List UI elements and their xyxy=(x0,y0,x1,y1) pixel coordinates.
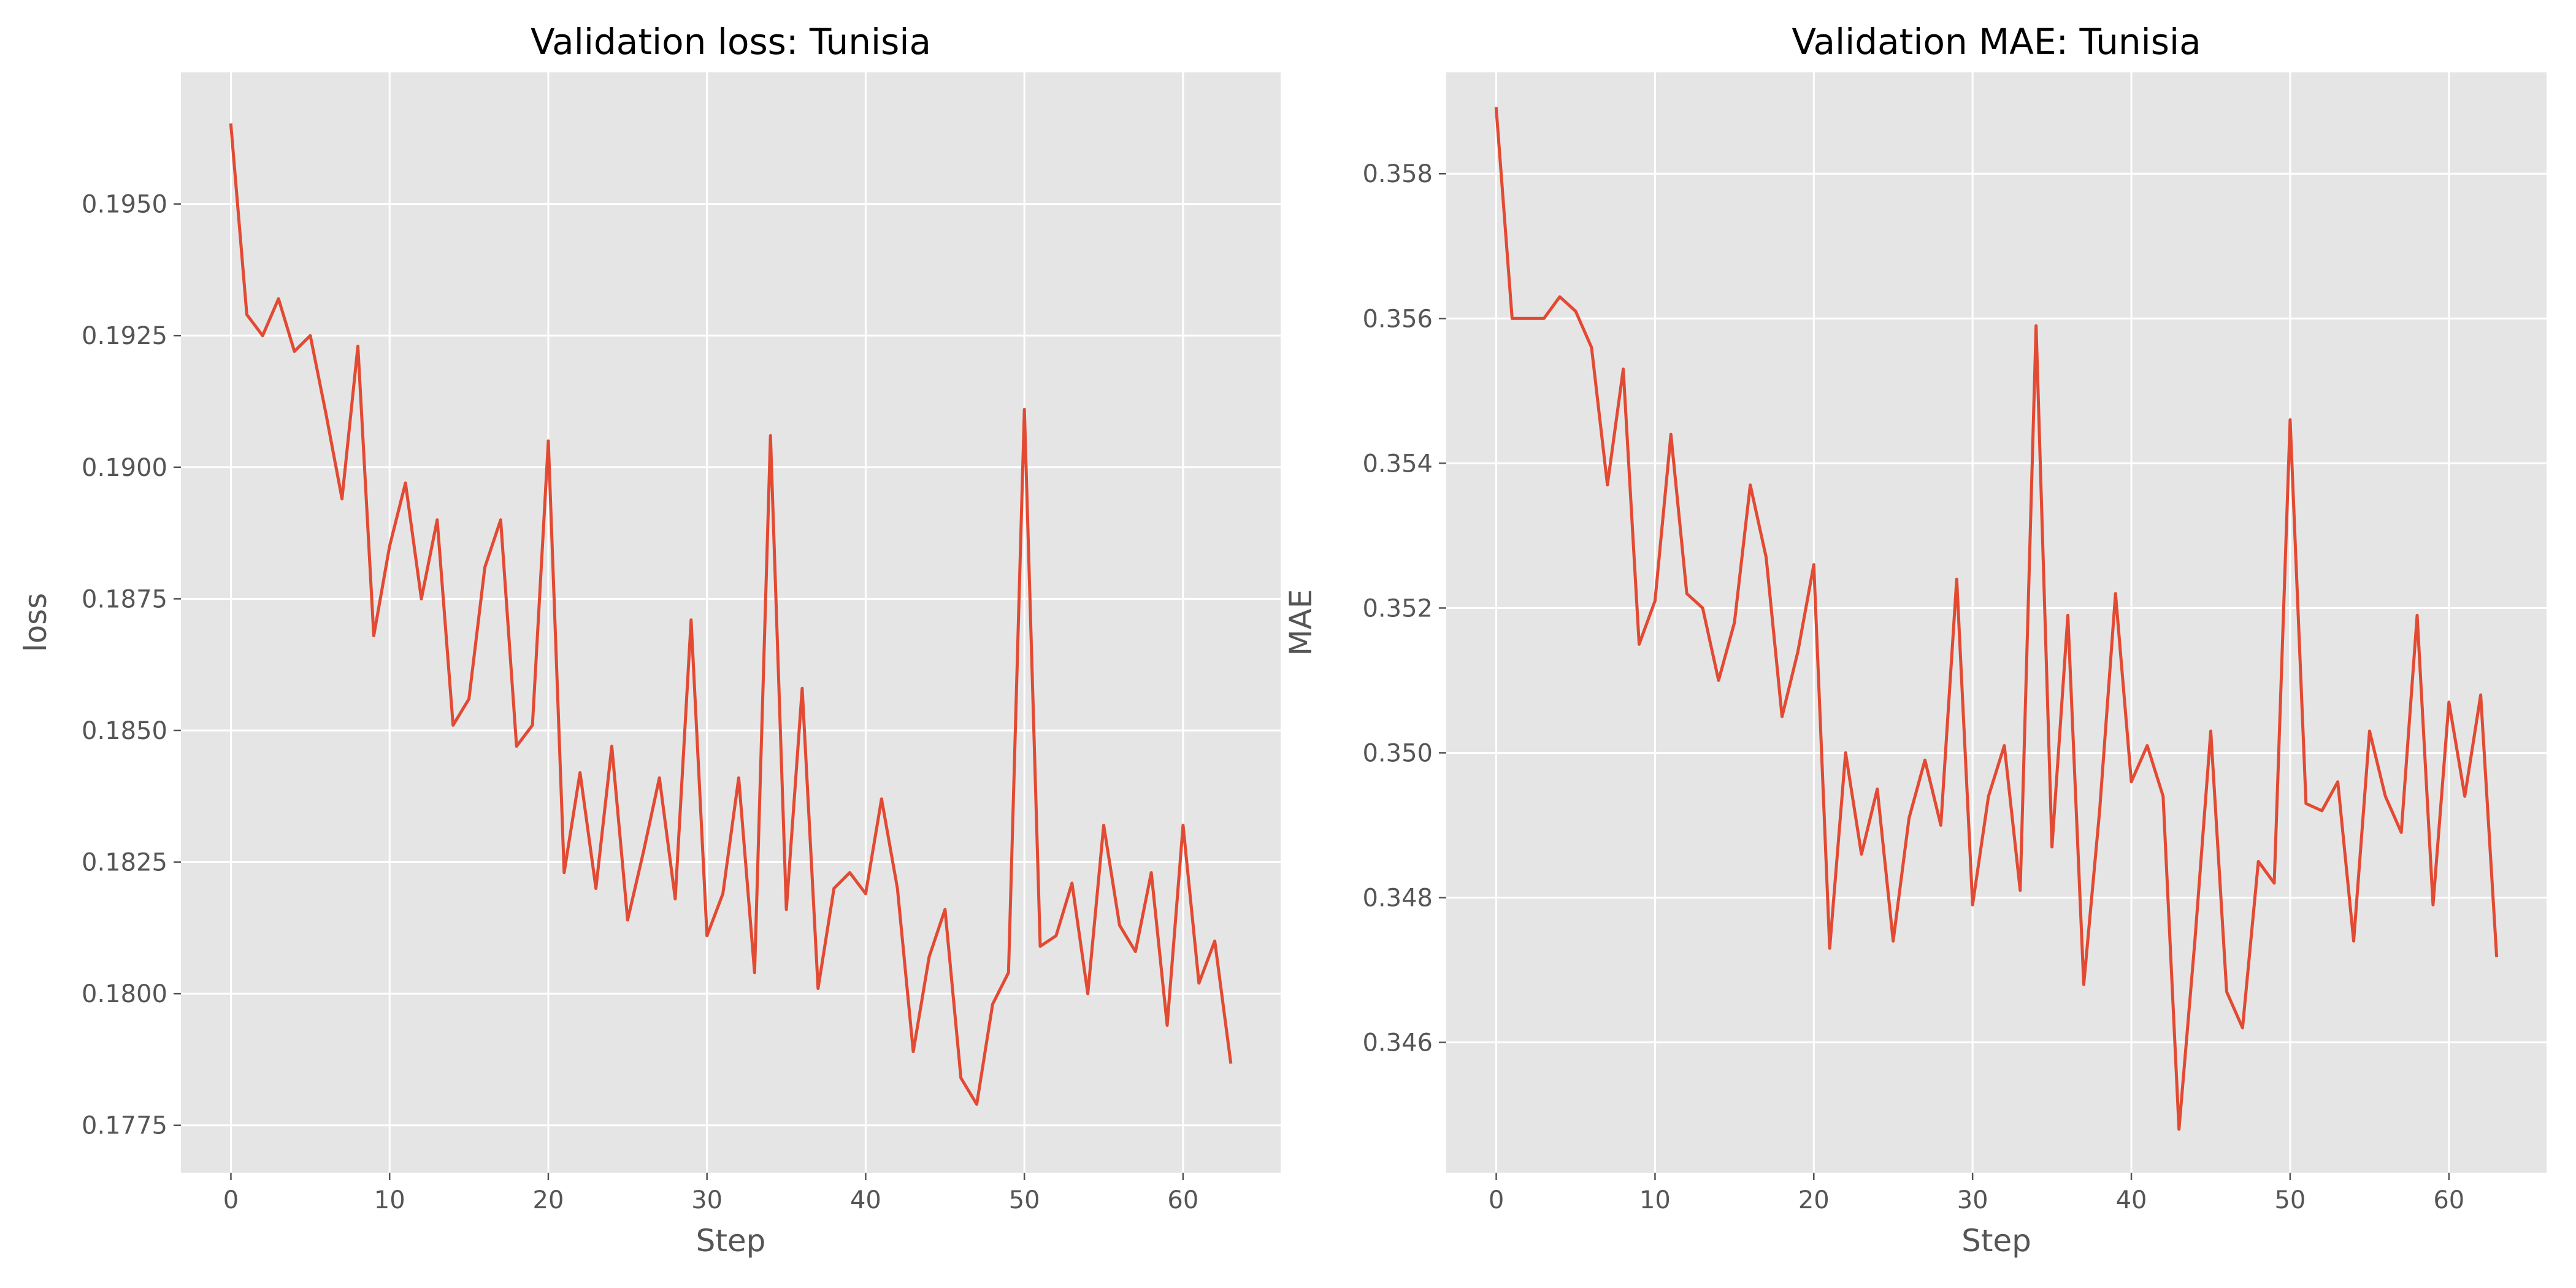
y-tick-label: 0.1950 xyxy=(82,191,167,219)
series-line xyxy=(229,123,1233,1106)
y-tick-label: 0.352 xyxy=(1362,594,1433,623)
x-tick-label: 0 xyxy=(1489,1186,1504,1214)
y-tick-label: 0.1850 xyxy=(82,717,167,745)
x-tick-label: 60 xyxy=(1167,1186,1198,1214)
x-axis-label: Step xyxy=(1961,1223,2031,1259)
x-tick-label: 40 xyxy=(850,1186,881,1214)
y-tick-label: 0.346 xyxy=(1362,1029,1433,1057)
y-axis-label: loss xyxy=(18,593,53,653)
chart-title: Validation loss: Tunisia xyxy=(531,21,931,63)
y-tick-label: 0.1900 xyxy=(82,454,167,482)
x-tick-label: 10 xyxy=(374,1186,405,1214)
chart-panel-2: 0 10 20 30 40 50 60 0.346 0.348 0.350 0.352 0.354 0.… xyxy=(1283,21,2547,1259)
y-tick-label: 0.1775 xyxy=(82,1112,167,1140)
y-tick-label: 0.1925 xyxy=(82,322,167,350)
x-tick-label: 30 xyxy=(691,1186,723,1214)
y-tick-label: 0.350 xyxy=(1362,739,1433,767)
chart-title: Validation MAE: Tunisia xyxy=(1792,21,2201,63)
plot-area xyxy=(181,72,1281,1173)
x-tick-label: 30 xyxy=(1957,1186,1988,1214)
x-tick-label: 10 xyxy=(1639,1186,1671,1214)
x-tick-label: 50 xyxy=(1009,1186,1040,1214)
y-tick-label: 0.356 xyxy=(1362,305,1433,333)
y-tick-label: 0.1800 xyxy=(82,980,167,1008)
y-tick-label: 0.1875 xyxy=(82,585,167,613)
plot-area xyxy=(1446,72,2547,1173)
x-tick-label: 20 xyxy=(1798,1186,1830,1214)
x-tick-label: 20 xyxy=(533,1186,564,1214)
x-axis-label: Step xyxy=(696,1223,766,1259)
x-tick-label: 50 xyxy=(2274,1186,2306,1214)
x-tick-label: 60 xyxy=(2433,1186,2464,1214)
x-tick-label: 40 xyxy=(2116,1186,2147,1214)
y-axis-label: MAE xyxy=(1283,589,1319,656)
y-tick-label: 0.358 xyxy=(1362,160,1433,188)
y-tick-label: 0.1825 xyxy=(82,849,167,877)
x-tick-label: 0 xyxy=(223,1186,239,1214)
y-tick-label: 0.354 xyxy=(1362,450,1433,478)
series-line xyxy=(1494,107,2499,1131)
y-tick-label: 0.348 xyxy=(1362,884,1433,913)
chart-panel-1: 0 10 20 30 40 50 60 0.1775 0.1800 0.1825 0.1850 0.1… xyxy=(18,21,1281,1259)
